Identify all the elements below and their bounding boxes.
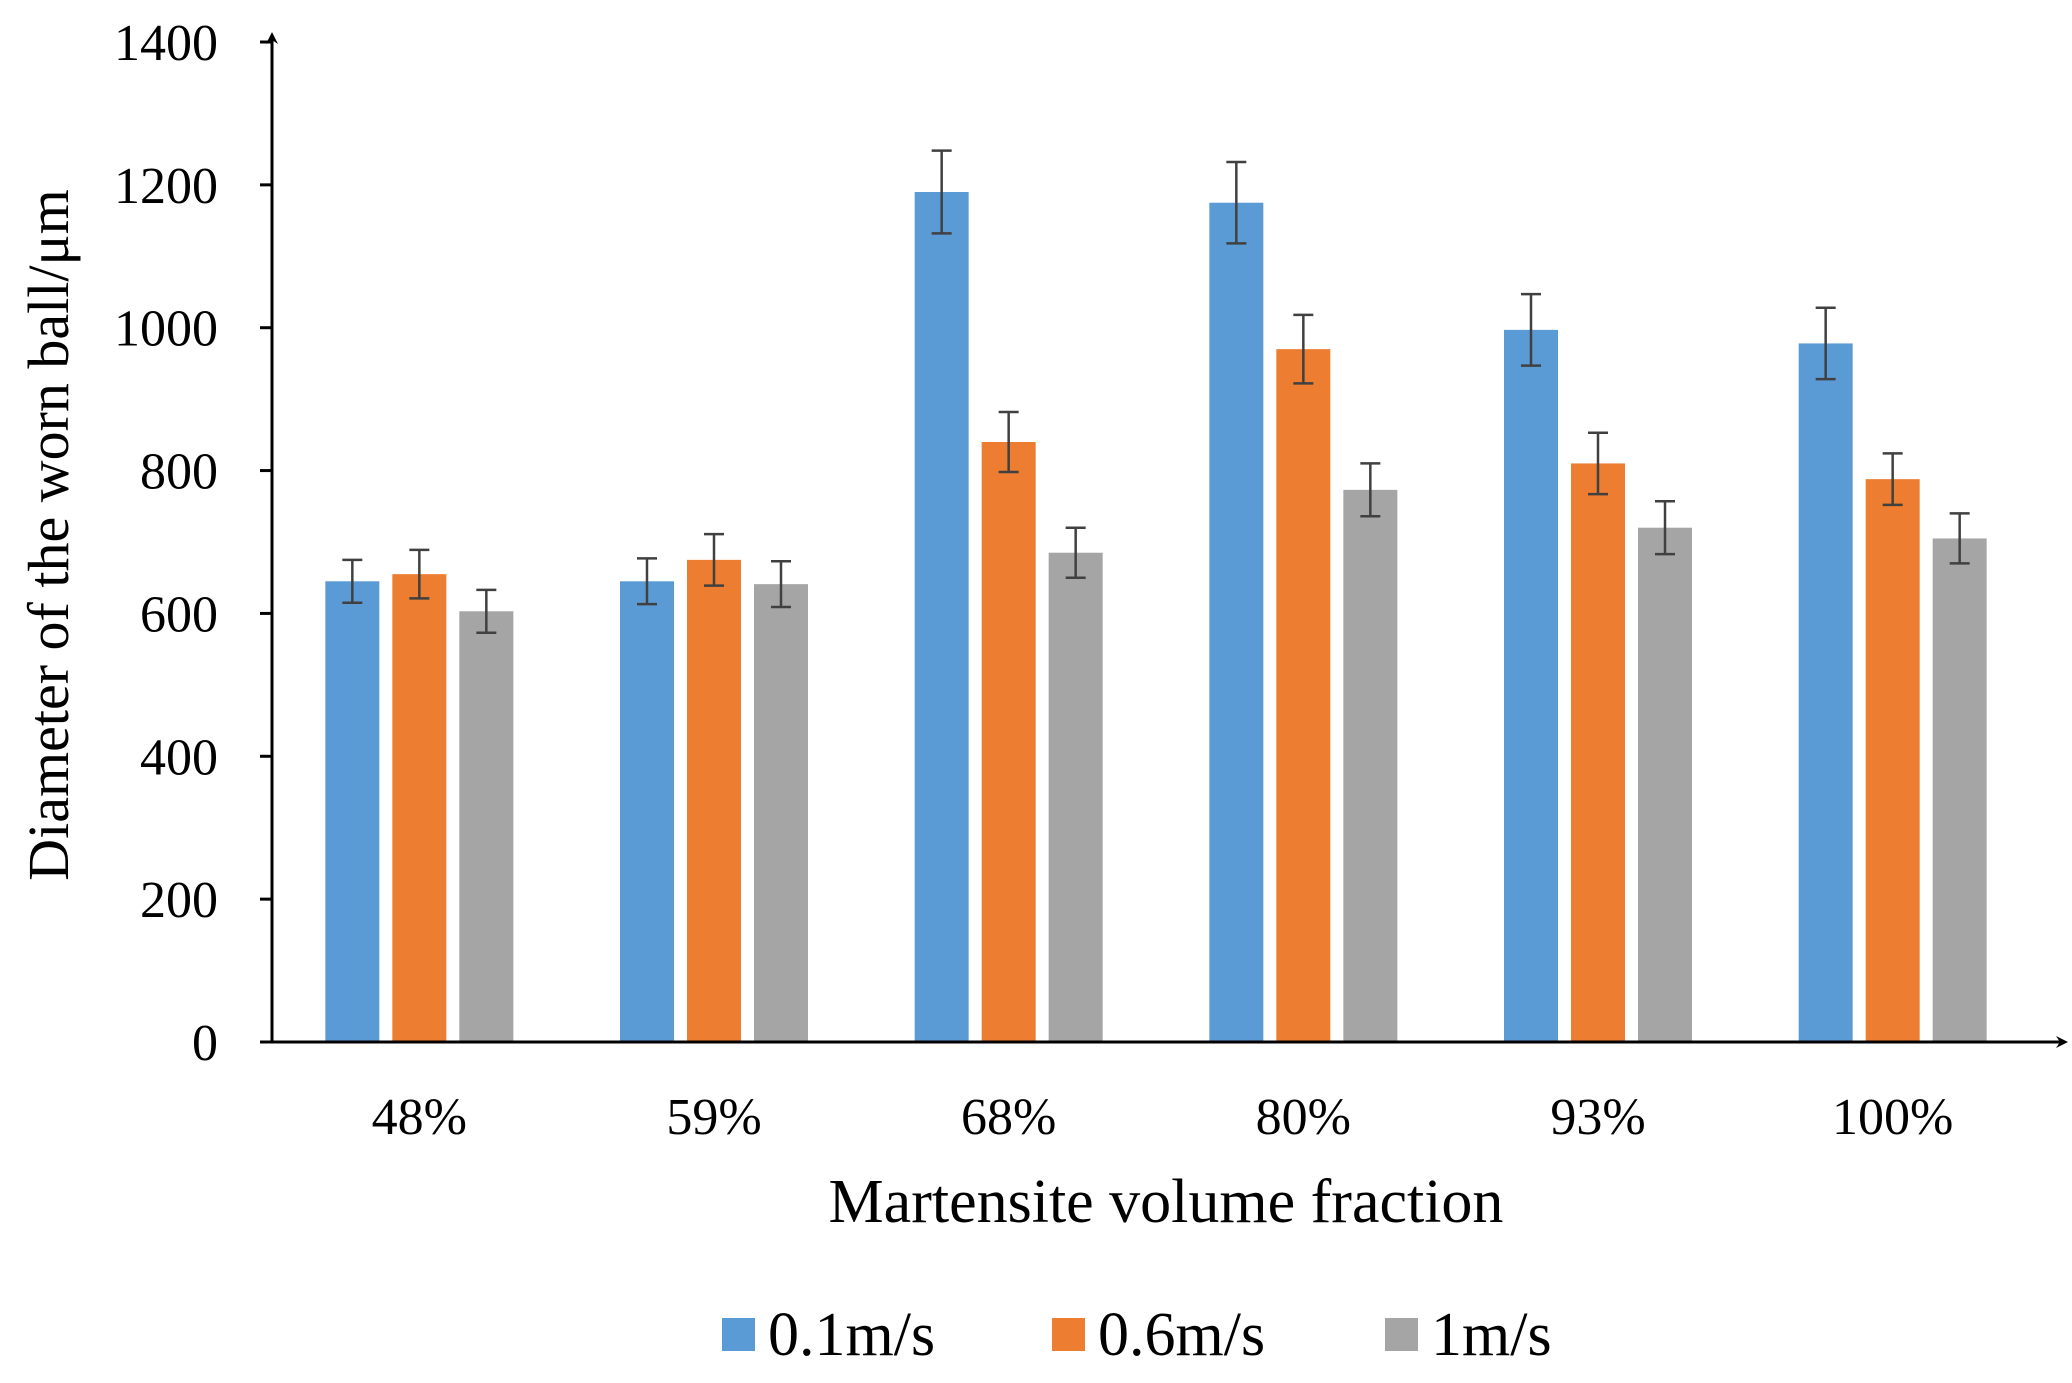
- y-ticks-layer: 0 200 400 600 800 1000 1200 1400: [114, 15, 272, 1072]
- y-tick-label: 600: [140, 586, 218, 643]
- error-bar-0.1m/s-93%: [1521, 292, 1541, 367]
- x-tick-label: 68%: [961, 1089, 1056, 1146]
- bar-1m/s-93%: [1638, 527, 1692, 1042]
- y-tick-label: 1400: [114, 15, 218, 72]
- error-bar-1m/s-93%: [1655, 500, 1675, 556]
- bar-1m/s-48%: [459, 611, 514, 1042]
- y-tick-label: 400: [140, 729, 218, 786]
- error-bar-1m/s-48%: [476, 588, 497, 634]
- x-tick-label: 80%: [1256, 1089, 1351, 1146]
- legend: 0.1m/s 0.6m/s 1m/s: [722, 1301, 1552, 1369]
- y-tick-label: 800: [140, 444, 218, 501]
- legend-label-0.1m/s: 0.1m/s: [768, 1301, 935, 1369]
- y-tick-label: 0: [192, 1015, 218, 1072]
- x-tick-label: 59%: [666, 1089, 761, 1146]
- bar-1m/s-59%: [754, 584, 808, 1042]
- bar-0.6m/s-93%: [1571, 463, 1625, 1042]
- x-tick-label: 93%: [1550, 1089, 1645, 1146]
- legend-label-0.6m/s: 0.6m/s: [1098, 1301, 1265, 1369]
- error-bar-1m/s-80%: [1360, 462, 1381, 518]
- bar-1m/s-100%: [1932, 538, 1987, 1042]
- error-bar-0.6m/s-93%: [1588, 431, 1608, 496]
- error-bar-0.6m/s-48%: [409, 548, 430, 600]
- error-bar-0.6m/s-100%: [1882, 452, 1903, 507]
- y-tick-label: 1200: [114, 158, 218, 215]
- error-bar-0.6m/s-59%: [704, 532, 724, 587]
- legend-swatch-0.6m/s: [1052, 1318, 1085, 1351]
- error-bar-1m/s-59%: [771, 560, 791, 609]
- bar-0.1m/s-93%: [1504, 329, 1558, 1042]
- error-bar-0.6m/s-68%: [998, 410, 1019, 474]
- y-axis-title: Diameter of the worn ball/μm: [16, 189, 81, 880]
- x-ticks-layer: 48% 59% 68% 80% 93% 100%: [372, 1089, 1954, 1146]
- error-bar-1m/s-68%: [1065, 526, 1086, 579]
- x-axis-title: Martensite volume fraction: [829, 1168, 1504, 1236]
- bar-0.6m/s-100%: [1865, 479, 1920, 1043]
- error-bar-0.1m/s-48%: [342, 558, 363, 604]
- error-bar-1m/s-100%: [1949, 512, 1970, 565]
- bar-1m/s-68%: [1048, 552, 1103, 1042]
- bar-0.1m/s-59%: [620, 581, 674, 1042]
- error-bar-0.1m/s-100%: [1815, 306, 1836, 381]
- error-bars-layer: [342, 149, 1970, 634]
- legend-label-1m/s: 1m/s: [1431, 1301, 1552, 1369]
- error-bar-0.1m/s-68%: [931, 149, 952, 235]
- x-tick-label: 100%: [1832, 1089, 1953, 1146]
- bar-0.6m/s-68%: [981, 442, 1036, 1042]
- y-tick-label: 200: [140, 872, 218, 929]
- bar-0.1m/s-80%: [1209, 202, 1264, 1042]
- bar-0.6m/s-48%: [392, 574, 447, 1042]
- bar-0.6m/s-80%: [1276, 349, 1331, 1043]
- error-bar-0.6m/s-80%: [1293, 313, 1314, 385]
- error-bar-0.1m/s-80%: [1226, 160, 1247, 245]
- bar-1m/s-80%: [1343, 489, 1398, 1042]
- bar-0.1m/s-68%: [914, 192, 969, 1042]
- y-tick-label: 1000: [114, 301, 218, 358]
- legend-swatch-0.1m/s: [722, 1318, 755, 1351]
- bar-0.1m/s-48%: [325, 581, 380, 1042]
- x-tick-label: 48%: [372, 1089, 467, 1146]
- bar-0.6m/s-59%: [687, 559, 741, 1042]
- bar-0.1m/s-100%: [1798, 343, 1853, 1042]
- legend-swatch-1m/s: [1385, 1318, 1418, 1351]
- error-bar-0.1m/s-59%: [637, 557, 657, 606]
- bars-layer: [325, 192, 1987, 1043]
